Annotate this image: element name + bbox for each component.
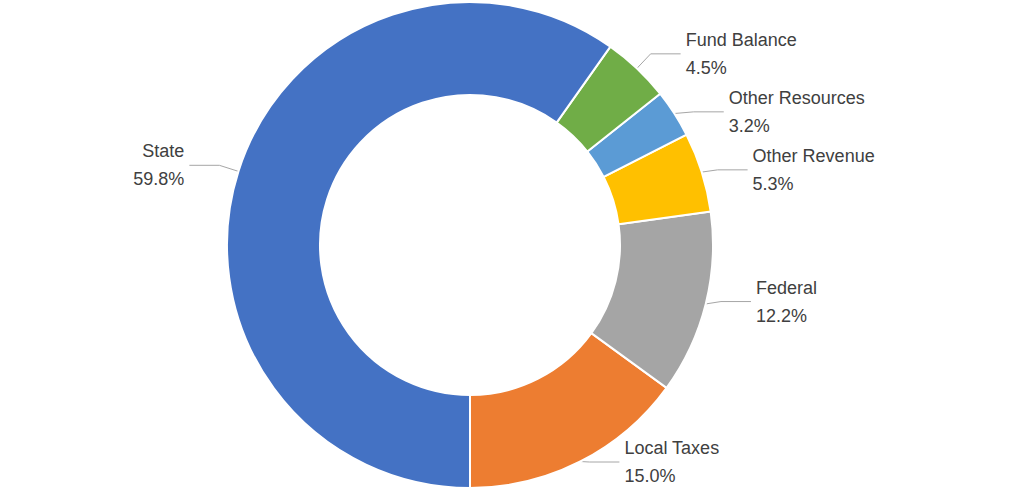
svg-text:Other Revenue: Other Revenue [753,146,875,166]
svg-text:59.8%: 59.8% [133,169,184,189]
svg-text:12.2%: 12.2% [756,306,807,326]
svg-text:Federal: Federal [756,278,817,298]
svg-text:5.3%: 5.3% [753,174,794,194]
svg-text:Other Resources: Other Resources [729,88,865,108]
svg-text:Fund Balance: Fund Balance [686,30,797,50]
svg-text:Local Taxes: Local Taxes [624,438,719,458]
svg-text:4.5%: 4.5% [686,58,727,78]
svg-text:3.2%: 3.2% [729,116,770,136]
svg-text:State: State [142,141,184,161]
svg-text:15.0%: 15.0% [624,466,675,486]
